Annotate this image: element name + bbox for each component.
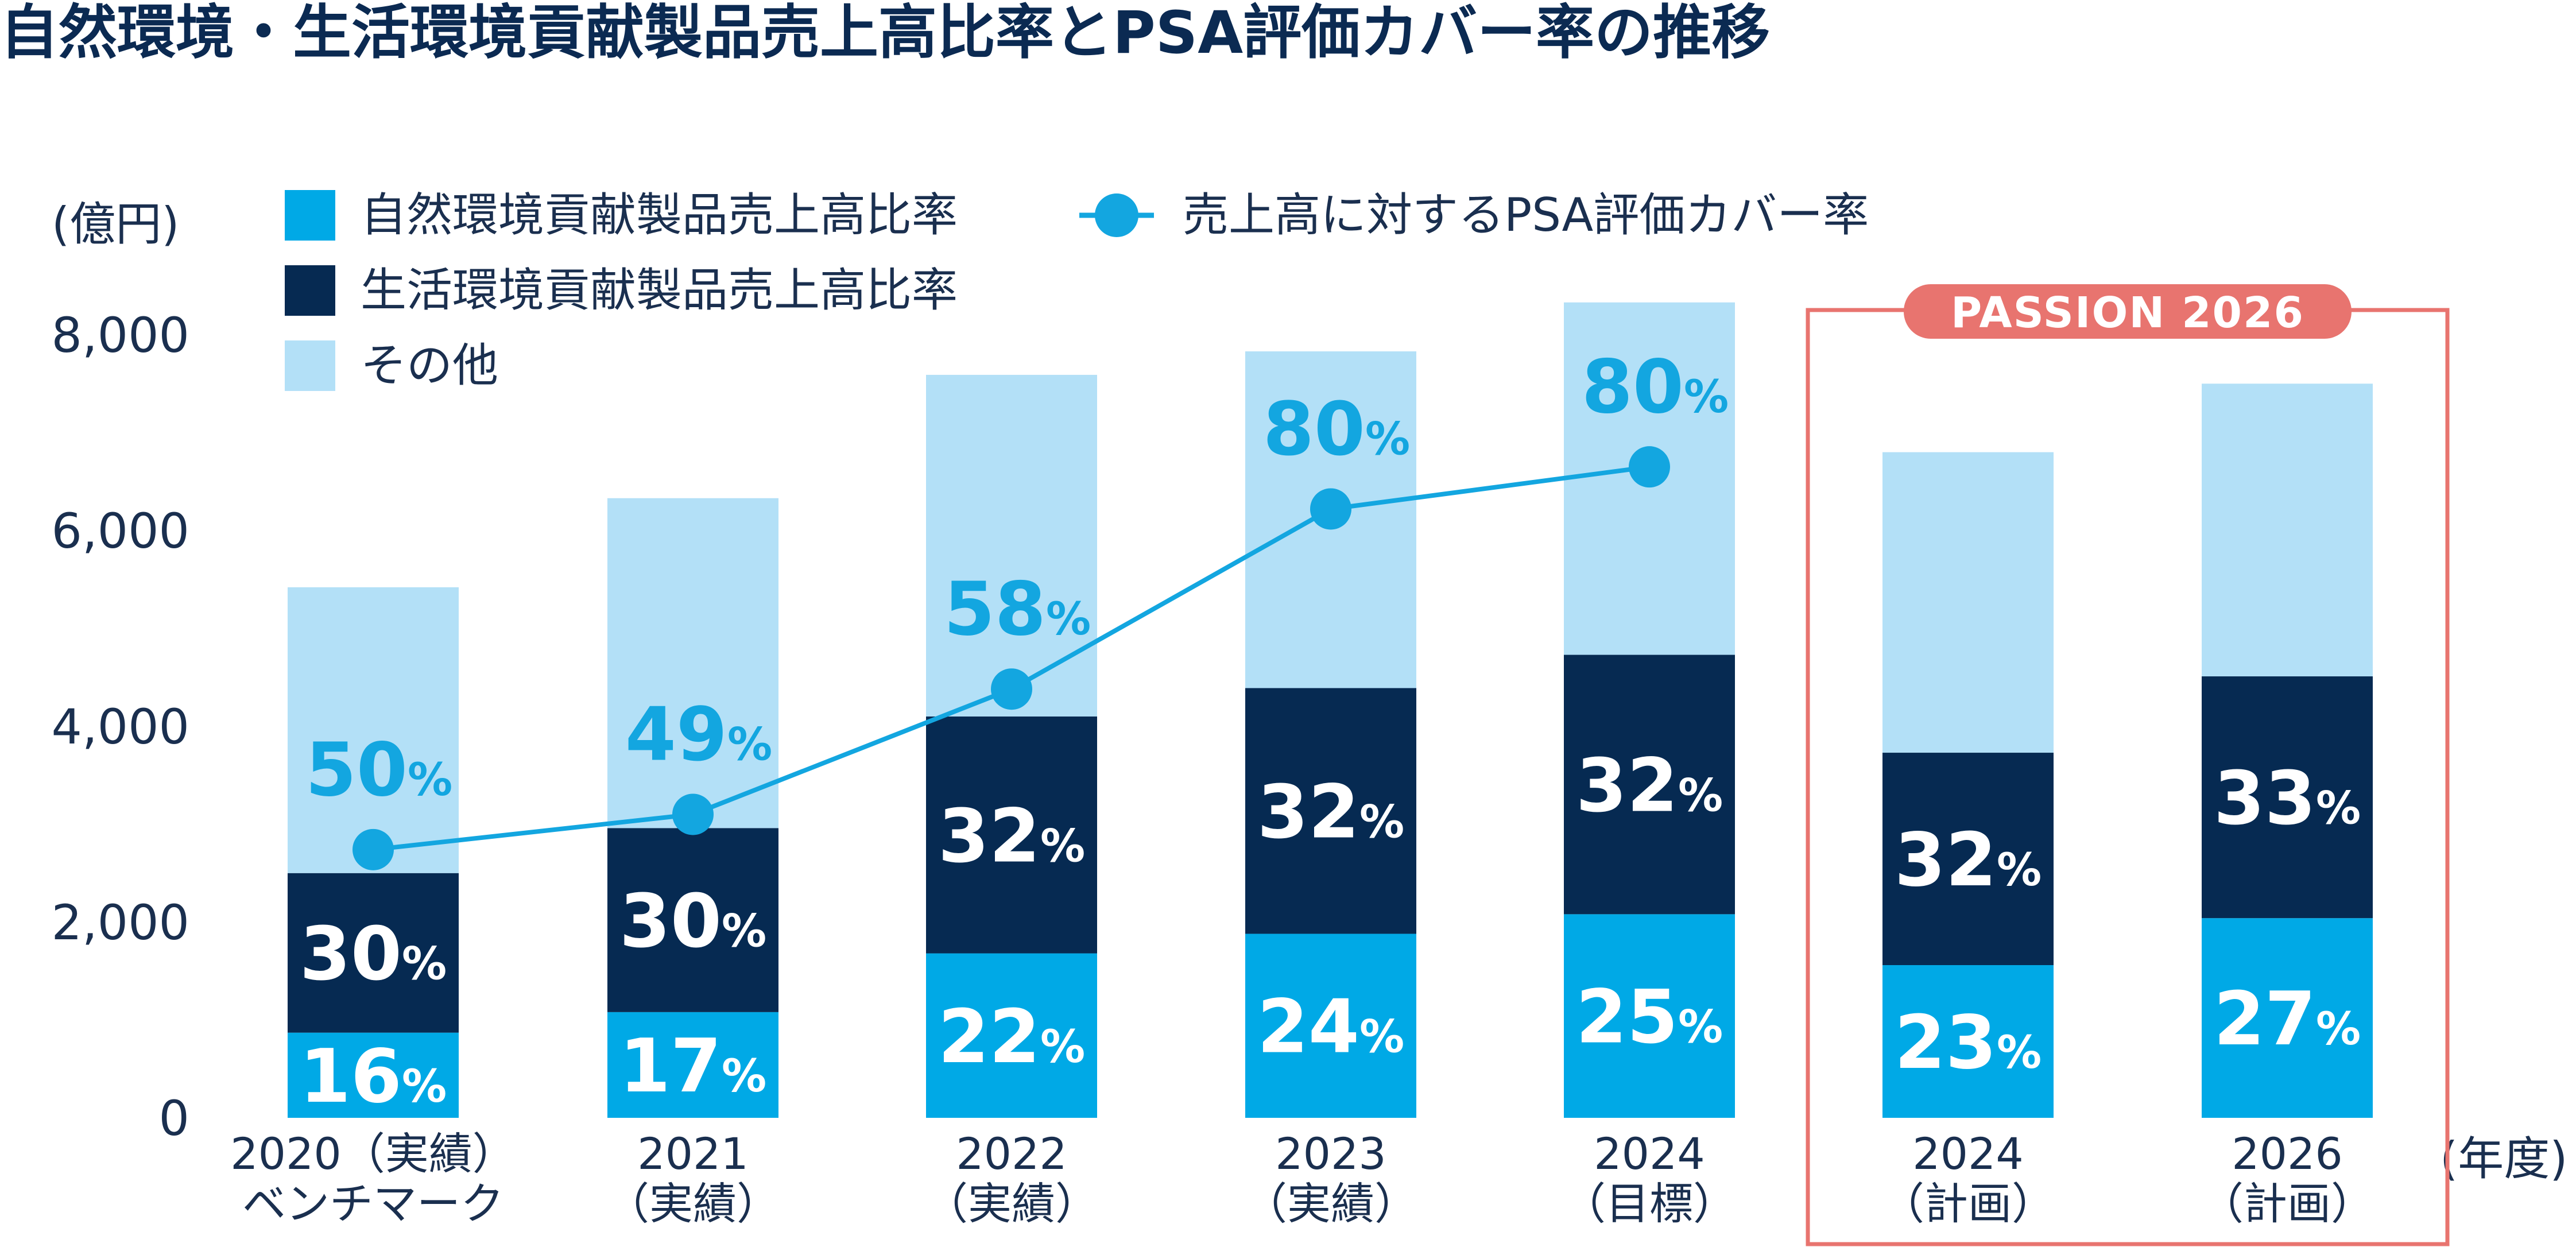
natural-ratio-label: 22% [938,994,1085,1080]
bar-segment-other [926,374,1097,717]
living-ratio-label: 32% [1257,769,1404,855]
living-ratio-label: 32% [1895,818,2042,903]
legend-living-label: 生活環境貢献製品売上高比率 [361,264,958,317]
x-category-label: 2026 [2232,1128,2342,1179]
y-tick-label: 6,000 [52,503,189,559]
natural-ratio-label: 25% [1576,975,1723,1060]
x-category-sublabel: （目標） [1562,1178,1737,1229]
bars [288,302,2373,1118]
living-ratio-label: 30% [619,879,766,965]
coverage-rate-label: 58% [944,567,1091,652]
living-ratio-label: 32% [1576,743,1723,828]
x-axis-labels: 2020（実績）ベンチマーク2021（実績）2022（実績）2023（実績）20… [230,1128,2374,1229]
y-tick-label: 0 [159,1090,189,1147]
bar-segment-natural [1882,965,2054,1118]
coverage-point [352,828,394,870]
bar-segment-natural [1564,914,1735,1118]
bar-segment-other [288,587,459,873]
highlight-badge-label: PASSION 2026 [1951,288,2304,338]
x-category-label: 2021 [637,1128,748,1179]
living-ratio-label: 33% [2214,756,2361,842]
bar-segment-natural [2202,918,2373,1118]
legend-living-swatch [285,265,335,316]
legend-natural-label: 自然環境貢献製品売上高比率 [361,188,958,242]
legend-other-label: その他 [361,339,498,392]
x-category-sublabel: （実績） [924,1178,1099,1229]
legend: 自然環境貢献製品売上高比率 生活環境貢献製品売上高比率 その他 売上高に対するP… [285,188,1869,392]
x-category-sublabel: （実績） [1244,1178,1418,1229]
coverage-point [1629,446,1670,488]
legend-other-swatch [285,340,335,391]
x-category-label: 2020（実績） [230,1128,516,1179]
bar-segment-living [1882,753,2054,966]
coverage-line-layer [352,446,1670,870]
x-category-sublabel: ベンチマーク [242,1178,504,1229]
bar-segment-natural [288,1032,459,1118]
x-category-sublabel: （実績） [606,1178,780,1229]
x-category-label: 2024 [1912,1128,2023,1179]
y-tick-label: 8,000 [52,307,189,363]
natural-ratio-label: 24% [1257,985,1404,1070]
natural-ratio-label: 17% [619,1024,766,1109]
natural-ratio-label: 27% [2214,977,2361,1062]
data-labels: 16% 30% 17% 30% 22% 32% 24% 32% 25% 32% 23% 32% 27% 3… [300,344,2361,1120]
living-ratio-label: 32% [938,793,1085,879]
bar-segment-other [607,498,778,828]
highlight-badge [1904,284,2352,339]
x-category-label: 2024 [1594,1128,1705,1179]
bar-segment-living [926,716,1097,954]
coverage-point [1310,488,1351,530]
x-category-label: 2023 [1275,1128,1386,1179]
bar-segment-living [607,828,778,1012]
bar-segment-natural [926,953,1097,1118]
legend-line-dot [1095,193,1138,237]
bar-segment-living [2202,676,2373,919]
x-category-label: 2022 [956,1128,1067,1179]
coverage-rate-label: 80% [1582,344,1729,430]
bar-segment-living [1245,688,1416,934]
x-category-sublabel: （計画） [1881,1178,2055,1229]
x-axis-unit: (年度) [2440,1132,2567,1186]
coverage-point [991,668,1032,710]
legend-natural-swatch [285,190,335,241]
y-tick-label: 2,000 [52,894,189,951]
chart-title: 自然環境・生活環境貢献製品売上高比率とPSA評価カバー率の推移 [0,0,1770,67]
bar-segment-living [288,873,459,1033]
bar-segment-living [1564,655,1735,915]
y-axis-ticks: 0 2,000 4,000 6,000 8,000 [52,307,189,1147]
coverage-rate-label: 50% [305,727,452,813]
natural-ratio-label: 23% [1895,1000,2042,1086]
x-category-sublabel: （計画） [2200,1178,2374,1229]
coverage-rate-label: 80% [1263,386,1410,472]
bar-segment-natural [607,1012,778,1118]
passion-2026-highlight: PASSION 2026 [1806,284,2450,1246]
legend-line-label: 売上高に対するPSA評価カバー率 [1183,188,1869,242]
coverage-point [672,793,714,835]
bar-segment-other [1882,452,2054,753]
living-ratio-label: 30% [300,912,447,997]
natural-ratio-label: 16% [300,1034,447,1120]
y-tick-label: 4,000 [52,699,189,755]
y-axis-unit: (億円) [52,197,179,251]
bar-segment-natural [1245,934,1416,1118]
bar-segment-other [2202,384,2373,677]
coverage-rate-label: 49% [625,692,772,777]
